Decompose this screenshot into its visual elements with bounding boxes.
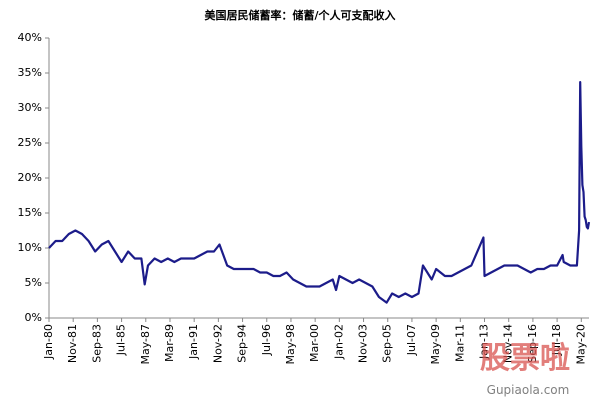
x-tick-label: Jan-91 <box>187 324 200 360</box>
x-tick-label: Jan-13 <box>478 324 491 360</box>
y-tick-label: 0% <box>25 311 42 324</box>
y-tick-label: 40% <box>18 31 42 44</box>
series-line <box>48 81 591 304</box>
x-tick-label: Jan-02 <box>332 324 345 360</box>
y-tick-label: 30% <box>18 101 42 114</box>
x-tick-label: Sep-16 <box>526 324 539 363</box>
x-tick-label: Sep-83 <box>90 324 103 363</box>
watermark-logo: 股票啦 <box>480 341 570 376</box>
x-tick-label: Jan-80 <box>42 324 55 360</box>
y-tick-label: 20% <box>18 171 42 184</box>
x-tick-label: Nov-81 <box>66 324 79 363</box>
x-tick-label: Sep-94 <box>236 324 249 363</box>
x-tick-label: Jul-07 <box>405 324 418 356</box>
x-tick-label: Nov-03 <box>357 324 370 363</box>
x-tick-label: Nov-92 <box>211 324 224 363</box>
x-tick-label: May-98 <box>284 324 297 365</box>
y-tick-label: 35% <box>18 66 42 79</box>
x-tick-label: Jul-18 <box>550 324 563 356</box>
y-tick-label: 25% <box>18 136 42 149</box>
x-tick-label: Sep-05 <box>381 324 394 363</box>
y-tick-label: 5% <box>25 276 42 289</box>
x-tick-label: Mar-89 <box>163 324 176 362</box>
chart-title: 美国居民储蓄率：储蓄/个人可支配收入 <box>204 8 395 22</box>
x-tick-label: May-09 <box>429 324 442 365</box>
watermark-url: Gupiaola.com <box>487 383 570 397</box>
x-tick-label: Mar-11 <box>453 324 466 362</box>
x-tick-label: Jul-85 <box>115 324 128 356</box>
x-tick-label: May-20 <box>574 324 587 365</box>
x-tick-label: Nov-14 <box>502 324 515 363</box>
x-tick-label: May-87 <box>139 324 152 365</box>
watermark: 股票啦 Gupiaola.com <box>480 341 570 397</box>
y-tick-label: 10% <box>18 241 42 254</box>
x-tick-label: Mar-00 <box>308 324 321 362</box>
x-tick-label: Jul-96 <box>260 324 273 356</box>
y-tick-label: 15% <box>18 206 42 219</box>
